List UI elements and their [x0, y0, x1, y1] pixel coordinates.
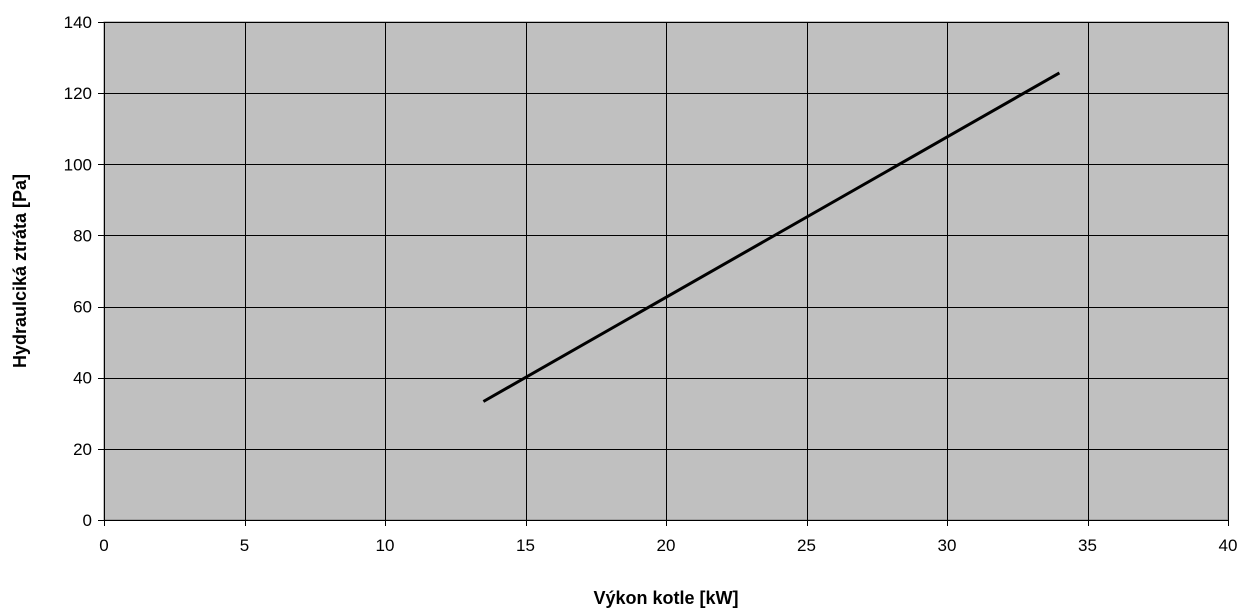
x-tick-label: 40 — [1219, 536, 1238, 555]
x-tick-label: 35 — [1078, 536, 1097, 555]
x-tick-label: 0 — [99, 536, 108, 555]
y-tick-label: 0 — [83, 511, 92, 530]
x-tick-label: 10 — [376, 536, 395, 555]
y-tick-label: 140 — [64, 13, 92, 32]
y-tick-label: 120 — [64, 84, 92, 103]
y-axis-title: Hydraulciká ztráta [Pa] — [10, 174, 30, 368]
x-tick-label: 30 — [938, 536, 957, 555]
series-line — [482, 71, 1061, 403]
x-tick-labels: 0 5 10 15 20 25 30 35 40 — [99, 536, 1237, 555]
y-tick-labels: 0 20 40 60 80 100 120 140 — [64, 13, 92, 530]
series-group — [482, 71, 1061, 403]
x-tick-label: 15 — [516, 536, 535, 555]
y-tick-label: 20 — [73, 440, 92, 459]
y-tick-label: 100 — [64, 155, 92, 174]
grid — [104, 22, 1229, 520]
x-tick-label: 5 — [240, 536, 249, 555]
y-tick-label: 80 — [73, 226, 92, 245]
axes — [98, 22, 1229, 526]
x-axis-title: Výkon kotle [kW] — [593, 588, 738, 608]
y-tick-label: 40 — [73, 369, 92, 388]
x-tick-label: 25 — [797, 536, 816, 555]
y-tick-label: 60 — [73, 298, 92, 317]
x-tick-label: 20 — [657, 536, 676, 555]
